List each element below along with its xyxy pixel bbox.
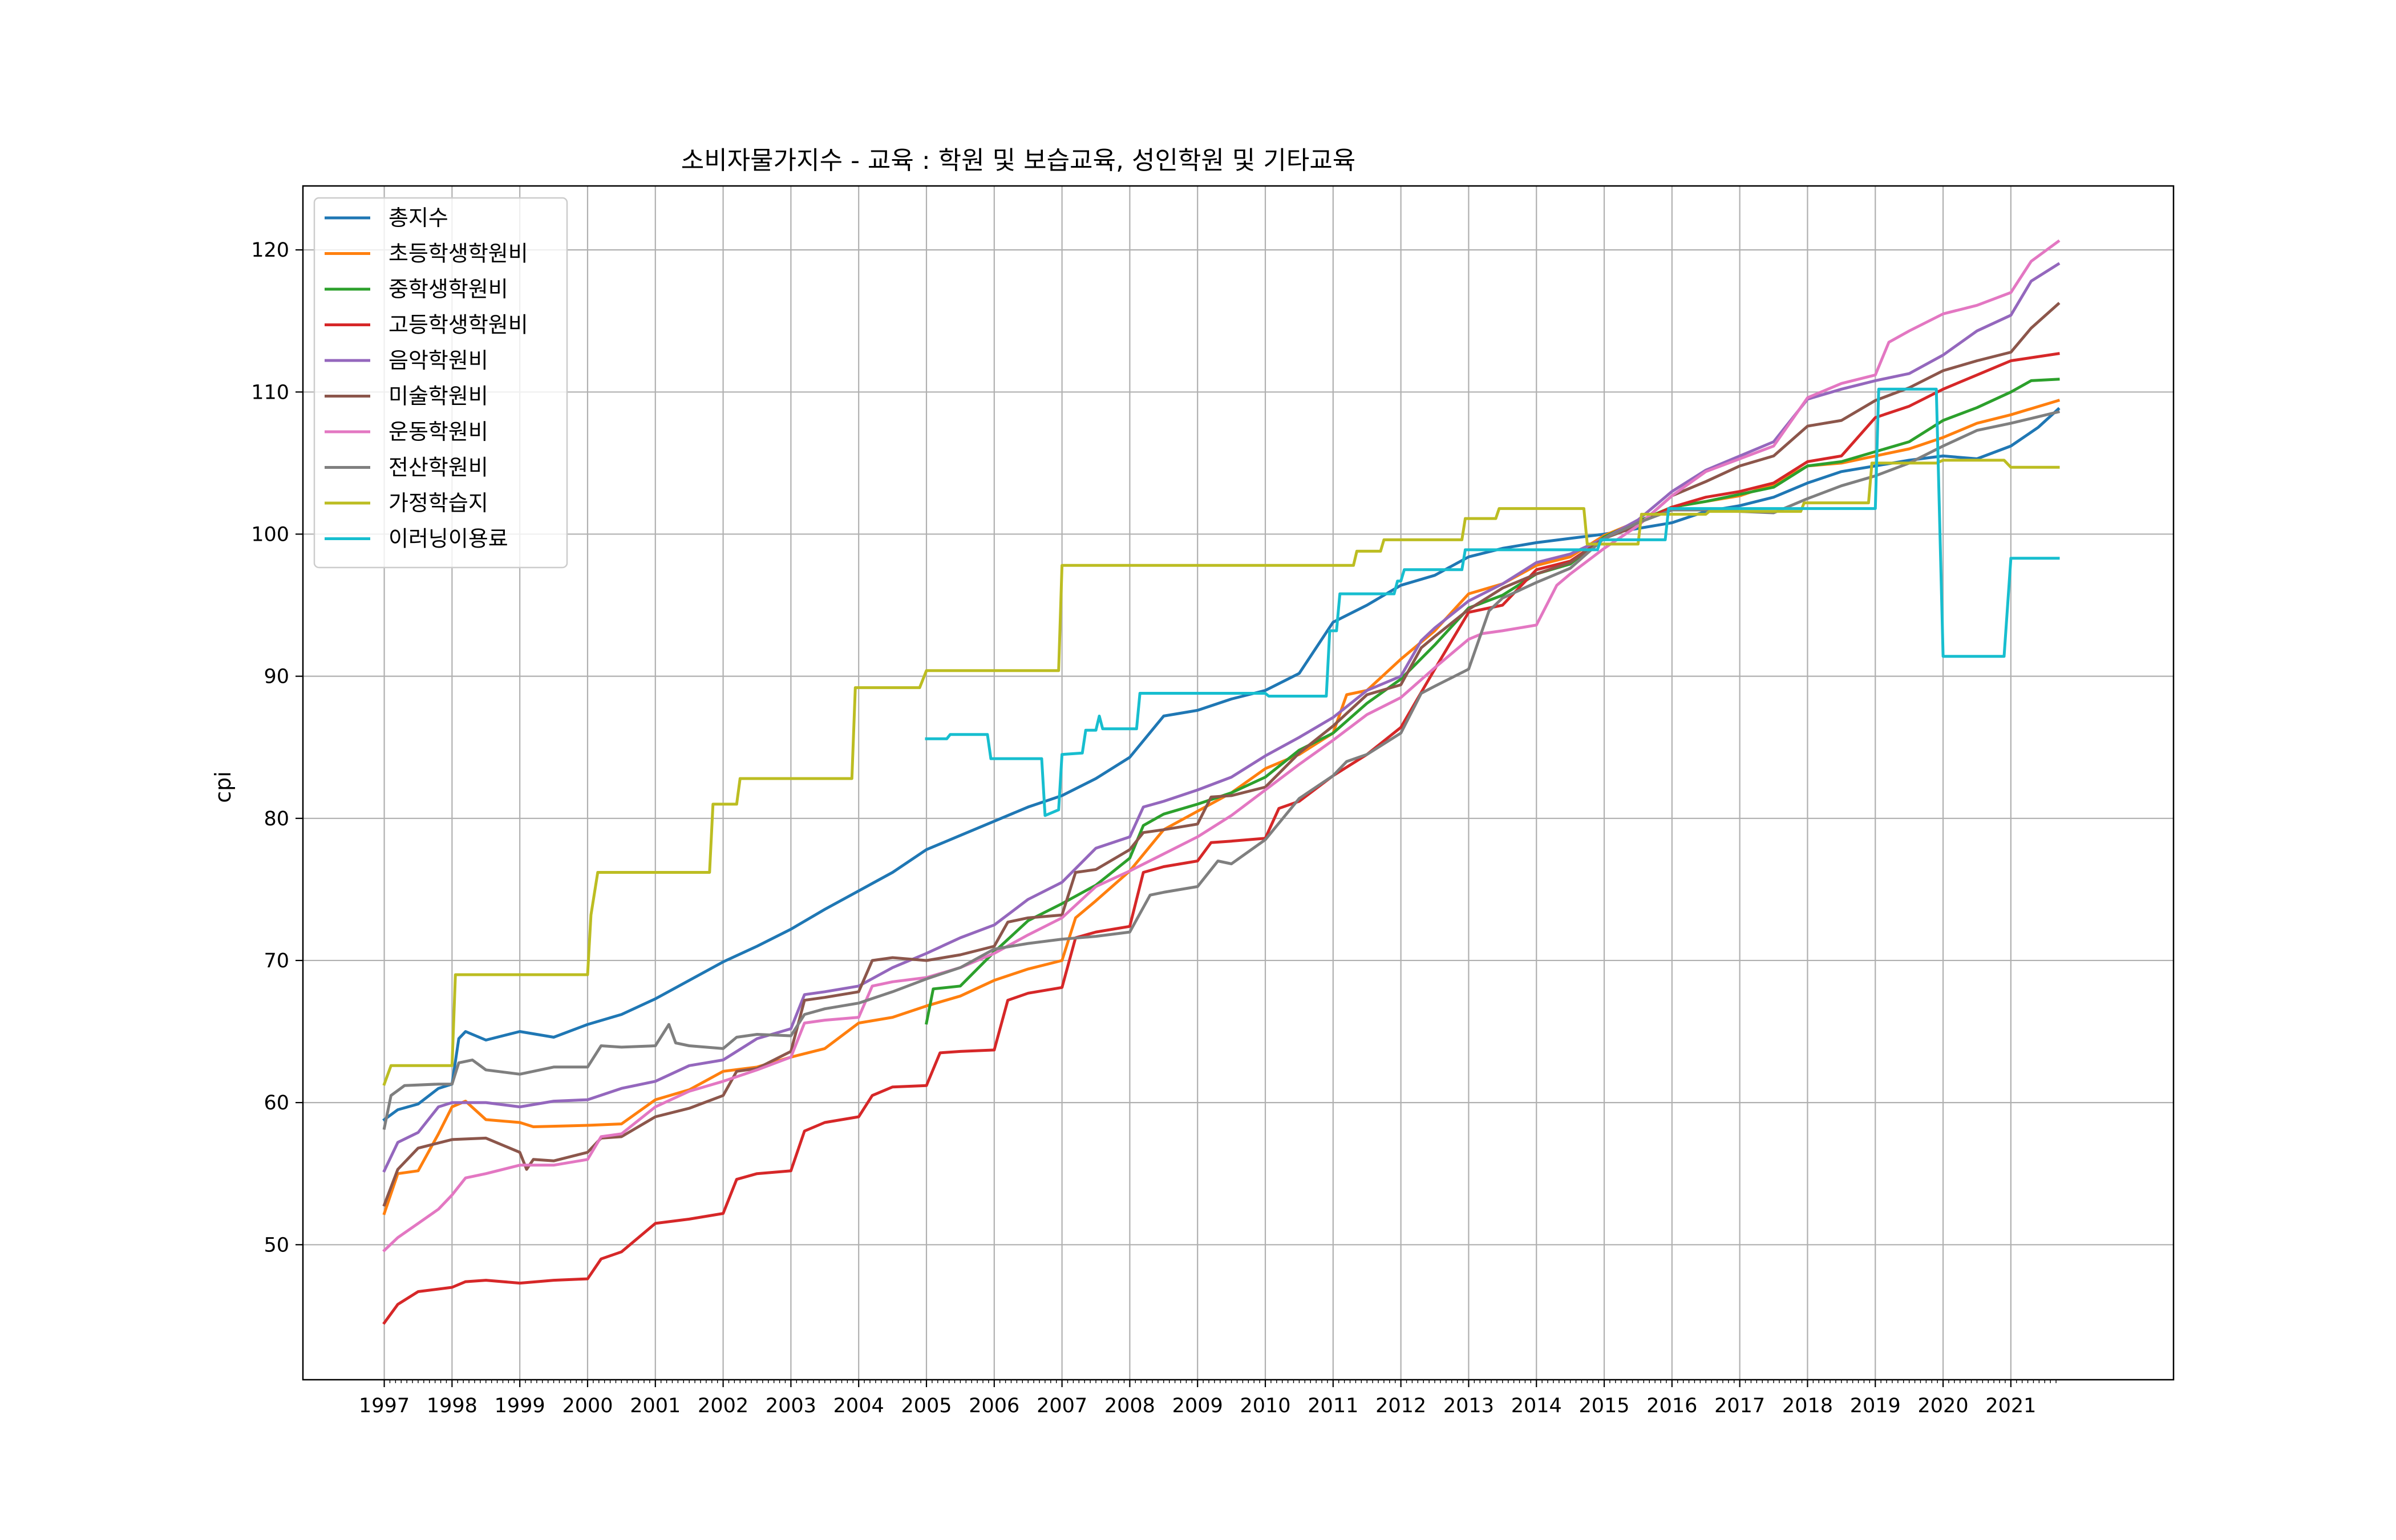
series-line-1 [382, 407, 2061, 1122]
x-tick-label: 2002 [698, 1395, 748, 1417]
x-tick-label: 2003 [766, 1395, 816, 1417]
x-tick-label: 1998 [427, 1395, 477, 1417]
legend-label: 음악학원비 [388, 348, 488, 373]
x-tick-label: 2009 [1172, 1395, 1223, 1417]
x-tick-label: 2005 [901, 1395, 952, 1417]
y-tick-label: 60 [264, 1092, 289, 1115]
x-tick-label: 2019 [1850, 1395, 1901, 1417]
series-line-5 [382, 262, 2061, 1173]
legend-label: 이러닝이용료 [388, 526, 508, 552]
y-tick-label: 90 [264, 666, 289, 688]
axis-ticks: 1997 1998 1999 2000 2001 2002 2003 2004 2005 2006… [251, 239, 2057, 1417]
x-tick-label: 2020 [1918, 1395, 1969, 1417]
legend-box [313, 197, 568, 569]
series-line-10 [925, 387, 2060, 817]
x-tick-label: 2021 [1985, 1395, 2036, 1417]
x-tick-label: 2017 [1714, 1395, 1765, 1417]
legend-label: 고등학생학원비 [388, 313, 528, 338]
x-tick-label: 1997 [359, 1395, 410, 1417]
series-line-7 [382, 239, 2061, 1253]
x-tick-label: 2000 [562, 1395, 613, 1417]
x-tick-label: 2012 [1375, 1395, 1426, 1417]
series-lines [382, 239, 2061, 1325]
x-tick-label: 2014 [1511, 1395, 1562, 1417]
x-tick-label: 2008 [1104, 1395, 1155, 1417]
legend-label: 미술학원비 [388, 384, 488, 409]
legend-label: 전산학원비 [388, 455, 488, 480]
series-line-4 [382, 352, 2060, 1325]
y-axis-label: cpi [211, 771, 236, 803]
chart-title: 소비자물가지수 - 교육 : 학원 및 보습교육, 성인학원 및 기타교육 [681, 146, 1356, 175]
x-tick-label: 2010 [1240, 1395, 1290, 1417]
legend-label: 중학생학원비 [388, 277, 508, 302]
legend-label: 운동학원비 [388, 419, 488, 444]
legend-label: 총지수 [388, 205, 448, 230]
plot-frame [302, 185, 2175, 1381]
y-tick-label: 110 [251, 381, 289, 404]
series-line-9 [382, 459, 2060, 1086]
legend-label: 가정학습지 [388, 491, 488, 516]
y-tick-label: 70 [264, 950, 289, 972]
x-tick-label: 2013 [1443, 1395, 1494, 1417]
x-tick-label: 2018 [1782, 1395, 1833, 1417]
y-tick-label: 100 [251, 523, 289, 546]
x-tick-label: 2001 [630, 1395, 681, 1417]
x-tick-label: 2006 [969, 1395, 1019, 1417]
y-tick-label: 50 [264, 1234, 289, 1257]
x-tick-label: 1999 [495, 1395, 545, 1417]
series-line-6 [382, 302, 2061, 1207]
y-tick-label: 120 [251, 239, 289, 262]
y-tick-label: 80 [264, 808, 289, 830]
x-tick-label: 2007 [1037, 1395, 1087, 1417]
legend: 총지수초등학생학원비중학생학원비고등학생학원비음악학원비미술학원비운동학원비전산… [313, 197, 568, 569]
legend-label: 초등학생학원비 [388, 241, 528, 266]
x-tick-label: 2015 [1579, 1395, 1630, 1417]
x-tick-label: 2004 [833, 1395, 884, 1417]
x-tick-label: 2011 [1308, 1395, 1358, 1417]
x-tick-label: 2016 [1646, 1395, 1697, 1417]
